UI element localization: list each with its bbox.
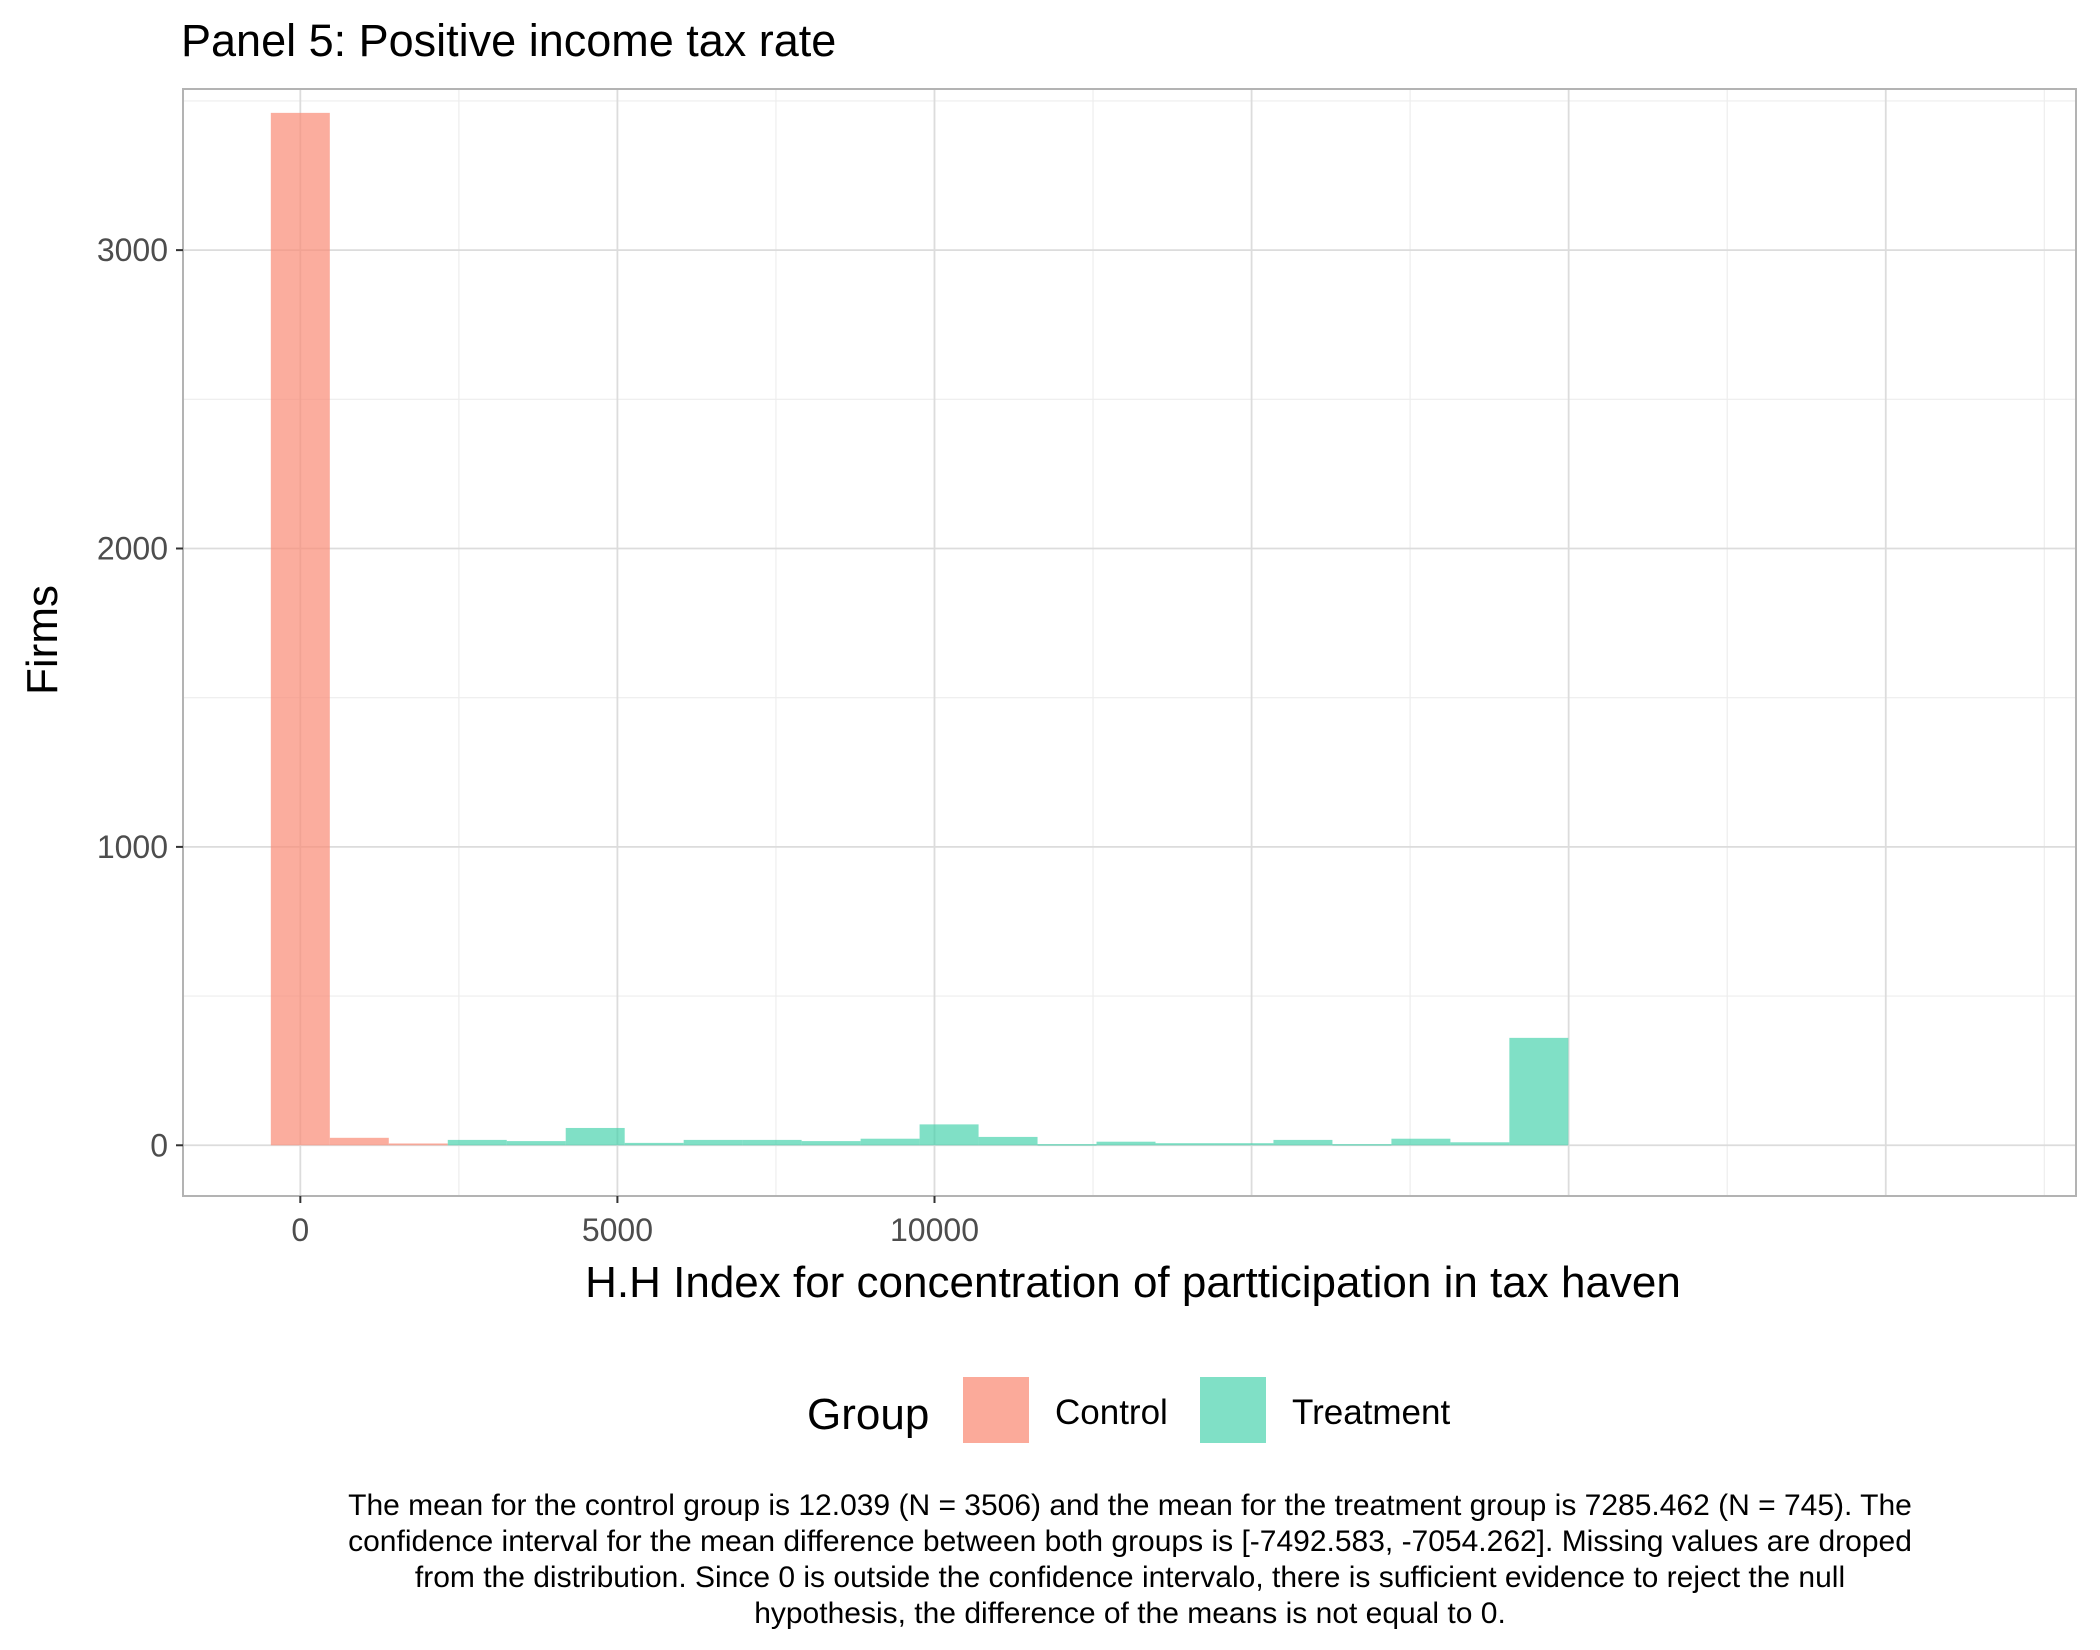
legend: Group Control Treatment [807, 1377, 1450, 1443]
bar-treatment [1450, 1142, 1510, 1146]
x-tick-label: 0 [291, 1212, 309, 1248]
legend-key-control [963, 1377, 1029, 1443]
bar-treatment [919, 1124, 979, 1146]
legend-key-treatment [1200, 1377, 1266, 1443]
bar-treatment [1214, 1143, 1274, 1146]
y-tick-label: 2000 [97, 531, 168, 567]
bar-treatment [978, 1136, 1038, 1146]
histogram-bars [270, 112, 1569, 1146]
y-tick-label: 0 [150, 1127, 168, 1163]
bar-treatment [1332, 1144, 1392, 1146]
y-tick-label: 1000 [97, 829, 168, 865]
y-axis-title: Firms [18, 585, 67, 695]
bar-treatment [683, 1139, 743, 1146]
bar-control [270, 112, 330, 1146]
x-tick-label: 5000 [582, 1212, 653, 1248]
minor-gridlines [183, 89, 2076, 1196]
bar-control [329, 1137, 389, 1146]
legend-title: Group [807, 1390, 929, 1439]
bar-treatment [447, 1139, 507, 1146]
caption-line: from the distribution. Since 0 is outsid… [414, 1561, 1846, 1594]
bar-treatment [1155, 1143, 1215, 1146]
bar-treatment [860, 1138, 920, 1146]
bar-treatment [801, 1141, 861, 1146]
caption-line: The mean for the control group is 12.039… [348, 1489, 1912, 1522]
bar-treatment [1391, 1138, 1451, 1146]
chart-title: Panel 5: Positive income tax rate [181, 15, 836, 66]
bar-treatment [1096, 1141, 1156, 1146]
bar-control [388, 1143, 448, 1146]
bar-treatment [1273, 1139, 1333, 1146]
caption-line: hypothesis, the difference of the means … [754, 1597, 1506, 1630]
chart-caption: The mean for the control group is 12.039… [180, 1488, 2080, 1632]
bar-treatment [1509, 1037, 1569, 1146]
bar-treatment [506, 1141, 566, 1146]
x-axis: 0 5000 10000 [291, 1196, 979, 1248]
legend-label-treatment: Treatment [1292, 1393, 1450, 1432]
x-tick-label: 10000 [890, 1212, 979, 1248]
legend-label-control: Control [1055, 1393, 1168, 1432]
bar-treatment [624, 1142, 684, 1146]
bar-treatment [1037, 1144, 1097, 1146]
plot-panel [183, 89, 2076, 1196]
caption-line: confidence interval for the mean differe… [348, 1525, 1912, 1558]
y-axis: 0 1000 2000 3000 [97, 232, 183, 1163]
y-tick-label: 3000 [97, 232, 168, 268]
plot-border [182, 88, 2077, 1197]
bar-treatment [742, 1139, 802, 1146]
x-axis-title: H.H Index for concentration of partticip… [585, 1258, 1681, 1307]
bar-treatment [565, 1127, 625, 1146]
